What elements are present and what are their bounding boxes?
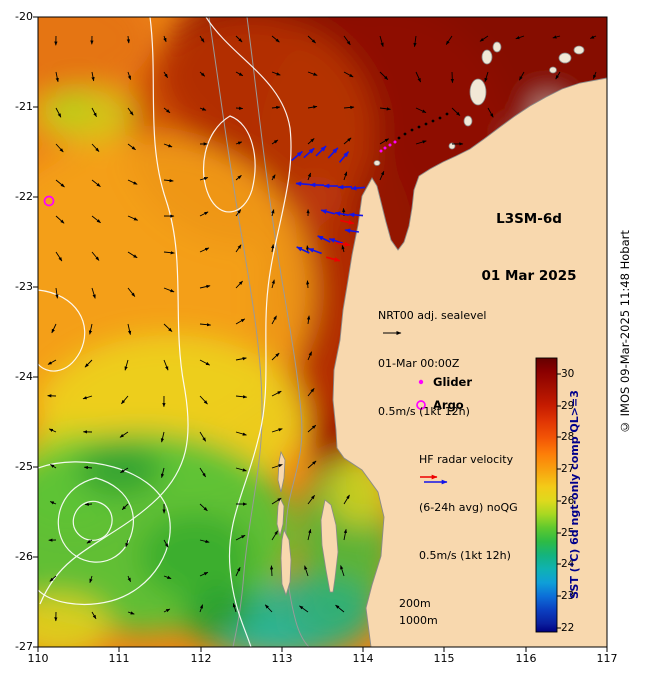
glider-legend-label: Glider	[433, 375, 473, 389]
x-tick-label: 112	[190, 652, 212, 665]
colorbar-tick: 22	[561, 622, 575, 634]
glider-legend-marker	[418, 379, 424, 385]
x-tick-label: 111	[108, 652, 130, 665]
colorbar	[535, 357, 561, 633]
sealevel-legend-line3: 0.5m/s (1kt 12h)	[378, 405, 470, 418]
x-tick-label: 116	[515, 652, 537, 665]
x-tick-label: 110	[27, 652, 49, 665]
colorbar-tick: 28	[561, 431, 575, 443]
legend-graphics	[383, 330, 448, 485]
colorbar-tick: 27	[561, 463, 575, 475]
colorbar-tick: 29	[561, 400, 575, 412]
y-tick-label: -26	[15, 550, 33, 563]
sealevel-legend: NRT00 adj. sealevel 01-Mar 00:00Z 0.5m/s…	[378, 276, 486, 452]
sealevel-legend-line1: NRT00 adj. sealevel	[378, 309, 487, 322]
colorbar-label: SST (°C) 6d ngt-only comp QL>=3	[568, 390, 581, 600]
current-velocity-arrows	[47, 35, 597, 622]
shark-bay-islands	[276, 450, 339, 597]
sealevel-legend-line2: 01-Mar 00:00Z	[378, 357, 460, 370]
y-tick-label: -23	[15, 280, 33, 293]
y-tick-label: -27	[15, 640, 33, 653]
x-tick-label: 115	[433, 652, 455, 665]
hf-legend-line2: (6-24h avg) noQG	[419, 501, 518, 514]
y-tick-label: -22	[15, 190, 33, 203]
y-tick-label: -25	[15, 460, 33, 473]
x-tick-label: 114	[352, 652, 374, 665]
credit-text: © IMOS 09-Mar-2025 11:48 Hobart	[618, 230, 632, 434]
x-tick-label: 117	[596, 652, 618, 665]
bathymetry-contours	[208, 17, 310, 647]
colorbar-tick: 23	[561, 590, 575, 602]
plot-frame	[37, 16, 608, 648]
hf-radar-arrows	[291, 145, 366, 262]
y-tick-label: -24	[15, 370, 33, 383]
product-name: L3SM-6d	[496, 211, 562, 227]
product-date: 01 Mar 2025	[481, 268, 577, 284]
map-title: L3SM-6d 01 Mar 2025	[470, 172, 588, 324]
contour-1000m-label: 1000m	[399, 614, 438, 627]
colorbar-tick: 30	[561, 368, 575, 380]
contour-200m-label: 200m	[399, 597, 431, 610]
colorbar-tick: 26	[561, 495, 575, 507]
islands	[373, 41, 585, 166]
argo-legend-marker	[416, 400, 426, 410]
colorbar-tick: 24	[561, 558, 575, 570]
y-tick-label: -21	[15, 100, 33, 113]
glider-argo-overlay	[43, 112, 449, 207]
hf-legend-line1: HF radar velocity	[419, 453, 514, 466]
hf-radar-legend: HF radar velocity (6-24h avg) noQG 0.5m/…	[419, 420, 518, 596]
axis-ticks	[33, 16, 608, 652]
y-tick-label: -20	[15, 10, 33, 23]
argo-legend-label: Argo	[433, 398, 464, 412]
hf-legend-line3: 0.5m/s (1kt 12h)	[419, 549, 511, 562]
x-tick-label: 113	[271, 652, 293, 665]
colorbar-tick: 25	[561, 527, 575, 539]
